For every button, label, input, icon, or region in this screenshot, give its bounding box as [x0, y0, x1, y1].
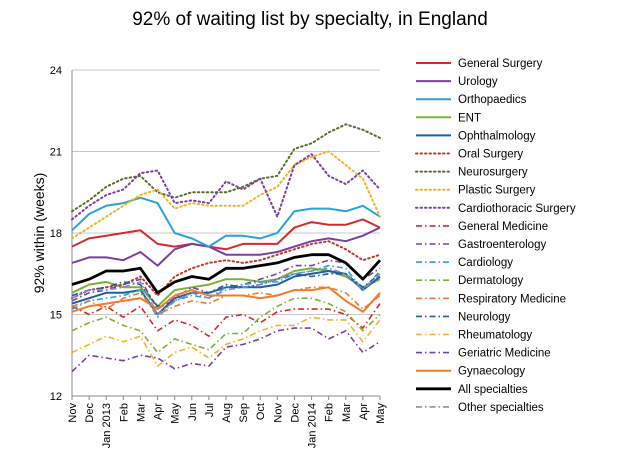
x-tick-label: Apr — [153, 403, 165, 420]
legend-label: Urology — [458, 76, 498, 88]
x-tick-label: Nov — [67, 403, 79, 423]
x-tick-label: Dec — [84, 403, 96, 423]
x-tick-label: May — [170, 403, 182, 424]
legend-label: Cardiothoracic Surgery — [458, 203, 576, 215]
y-tick-label: 15 — [50, 310, 62, 322]
chart-title: 92% of waiting list by specialty, in Eng… — [132, 9, 488, 30]
legend-label: Rheumatology — [458, 330, 532, 342]
series-line-urology — [71, 226, 381, 267]
x-tick-label: Feb — [324, 403, 336, 422]
y-tick-label: 24 — [50, 65, 62, 77]
series-line-plastic-surgery — [71, 150, 381, 240]
y-tick-label: 18 — [50, 228, 62, 240]
legend-label: Respiratory Medicine — [458, 293, 566, 305]
legend-label: Geriatric Medicine — [458, 348, 551, 360]
x-tick-label: Nov — [272, 403, 284, 423]
series-line-gynaecology — [71, 286, 381, 313]
series-line-dermatology — [71, 297, 381, 354]
legend-label: Gastroenterology — [458, 239, 546, 251]
legend-label: Cardiology — [458, 257, 513, 269]
x-tick-label: Jun — [187, 403, 199, 421]
series-line-general-medicine — [71, 303, 381, 337]
series-line-gastroenterology — [71, 259, 381, 310]
y-axis-label: 92% within (weeks) — [31, 173, 47, 294]
x-tick-label: Dec — [289, 403, 301, 423]
series-line-cardiology — [71, 264, 381, 318]
series-line-all-specialties — [71, 253, 382, 295]
legend-label: Dermatology — [458, 275, 523, 287]
y-tick-label: 21 — [50, 147, 62, 159]
series-line-other-specialties — [71, 267, 381, 316]
x-tick-label: Aug — [221, 403, 233, 423]
axes: 12 15 18 21 24 Nov Dec Jan 2013 Feb Mar Apr May Jun J… — [50, 65, 387, 448]
legend-label: All specialties — [458, 384, 528, 396]
x-tick-label: May — [375, 403, 387, 424]
x-tick-label: Jan 2014 — [307, 403, 319, 448]
series-line-neurology — [71, 273, 381, 308]
legend: General Surgery Urology Orthopaedics ENT Oph… — [415, 58, 576, 414]
series-line-cardiothoracic-surgery — [71, 153, 381, 221]
legend-label: Neurosurgery — [458, 167, 528, 179]
x-tick-label: Sep — [238, 403, 250, 423]
x-tick-label: Mar — [135, 403, 147, 422]
x-tick-label: Apr — [358, 403, 370, 420]
legend-label: Orthopaedics — [458, 94, 527, 106]
legend-label: General Medicine — [458, 221, 548, 233]
x-tick-label: Jan 2013 — [101, 403, 113, 448]
legend-label: Other specialties — [458, 402, 544, 414]
legend-label: General Surgery — [458, 58, 543, 70]
series-line-general-surgery — [71, 218, 381, 251]
x-tick-label: Jul — [204, 403, 216, 417]
x-tick-label: Feb — [118, 403, 130, 422]
series-line-ophthalmology — [71, 270, 381, 316]
legend-label: ENT — [458, 112, 481, 124]
legend-label: Ophthalmology — [458, 130, 536, 142]
series-lines — [71, 123, 382, 373]
legend-label: Oral Surgery — [458, 149, 523, 161]
y-tick-label: 12 — [50, 391, 62, 403]
series-line-neurosurgery — [71, 123, 381, 213]
x-tick-label: Mar — [341, 403, 353, 422]
legend-label: Gynaecology — [458, 366, 525, 378]
series-line-geriatric-medicine — [71, 327, 381, 373]
x-tick-label: Oct — [255, 403, 267, 420]
legend-label: Plastic Surgery — [458, 185, 536, 197]
series-line-orthopaedics — [71, 196, 381, 248]
series-line-rheumatology — [71, 316, 381, 367]
legend-label: Neurology — [458, 311, 511, 323]
